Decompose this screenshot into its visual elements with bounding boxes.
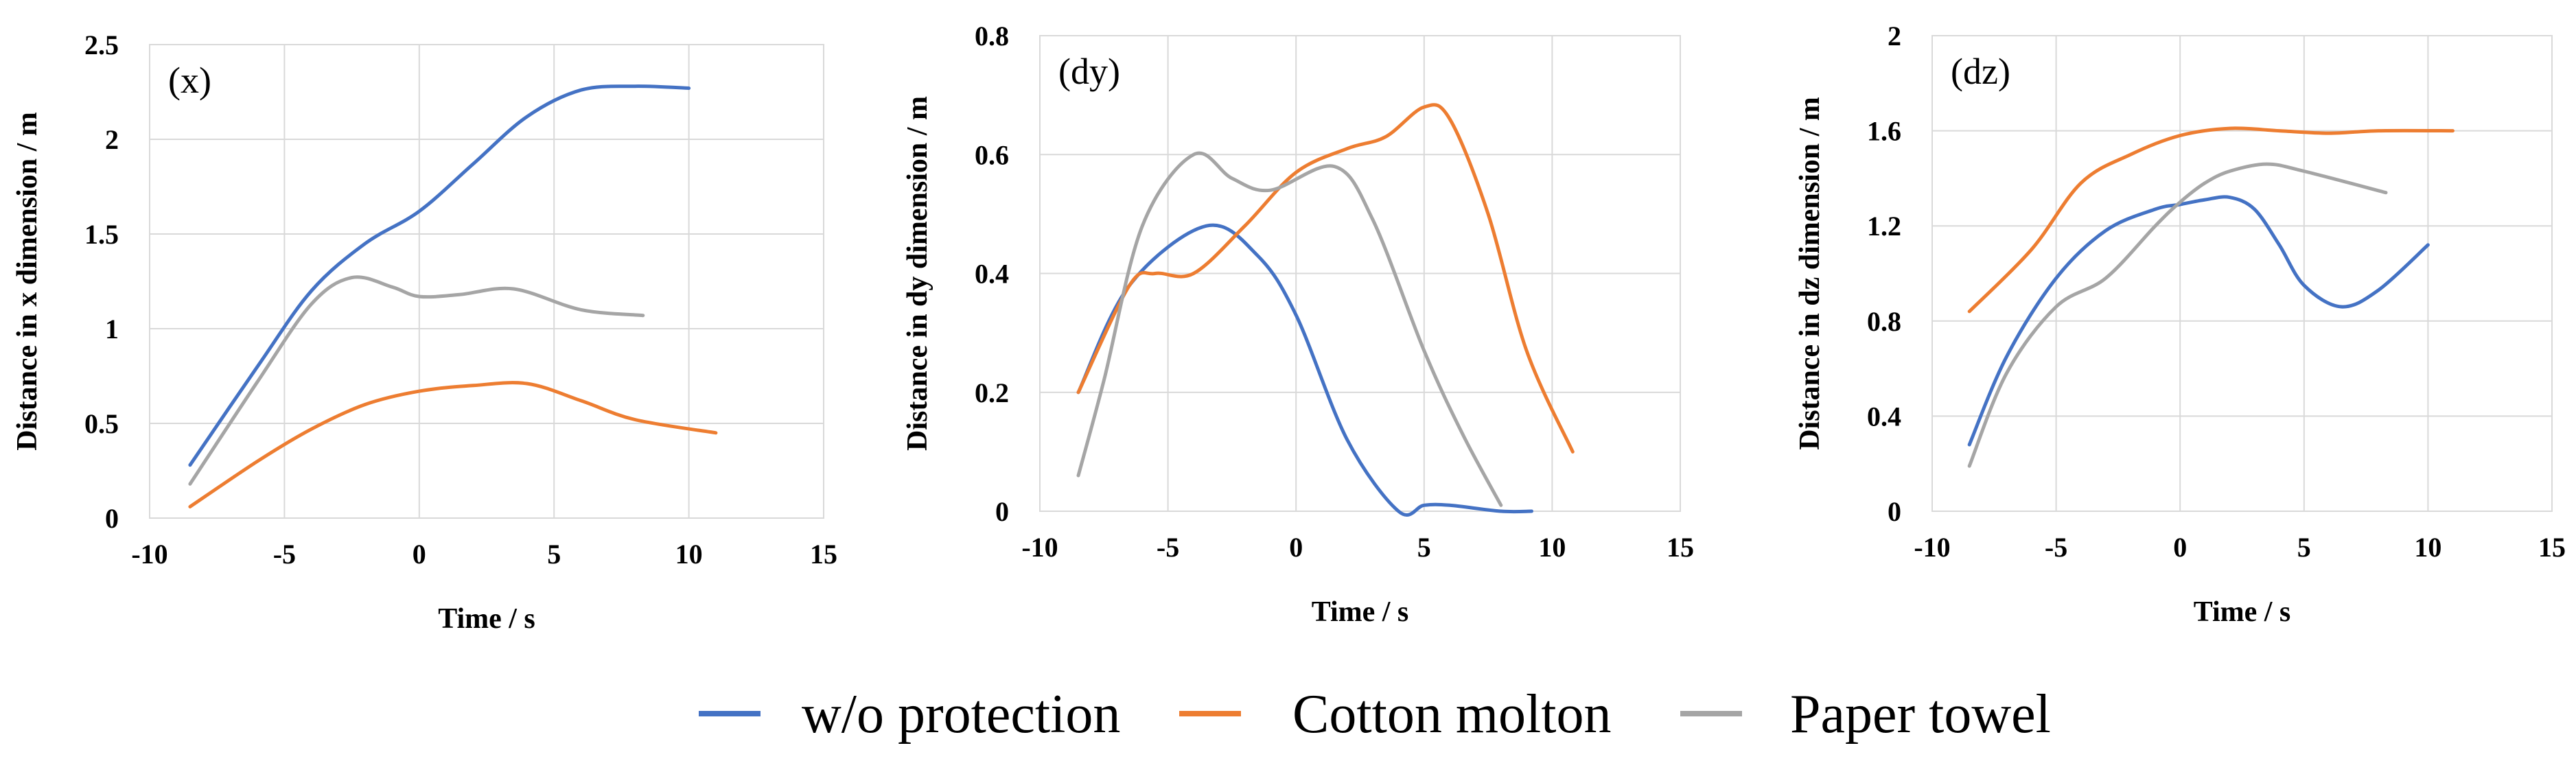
- series-line-cotton-molton: [1967, 126, 2455, 314]
- panel-label: (dy): [1058, 51, 1120, 92]
- y-tick-label: 0.4: [975, 259, 1009, 290]
- y-tick-label: 0: [995, 496, 1009, 527]
- y-tick-label: 1.2: [1867, 211, 1901, 242]
- series-line-w-o-protection: [1967, 195, 2430, 447]
- x-tick-label: -10: [131, 539, 167, 570]
- y-tick-labels: 0 0.5 1 1.5 2 2.5: [84, 30, 119, 534]
- y-tick-label: 0.5: [84, 408, 119, 439]
- y-tick-label: 0: [105, 503, 119, 534]
- x-tick-label: -10: [1021, 532, 1058, 563]
- x-tick-label: 10: [675, 539, 703, 570]
- plot-frame: [149, 44, 824, 519]
- x-tick-labels: -10 -5 0 5 10 15: [1914, 532, 2566, 563]
- y-tick-label: 2.5: [84, 30, 119, 60]
- plot-frame: [1039, 35, 1681, 512]
- y-axis-label: Distance in dy dimension / m: [902, 96, 933, 451]
- y-tick-label: 1.6: [1867, 116, 1901, 147]
- series-group: [188, 84, 718, 508]
- panel-dy: -10 -5 0 5 10 15 00.20.40.60.8 (dy) Time / s …: [902, 21, 1694, 628]
- panel-x: -10 -5 0 5 10 15 0 0.5 1 1.5 2 2.5 (x) Time / s Di…: [12, 30, 837, 635]
- gridlines: [1039, 35, 1681, 512]
- y-tick-label: 1.5: [84, 219, 119, 250]
- y-tick-labels: 0 0.4 0.8 1.2 1.6 2: [1867, 21, 1901, 527]
- series-line-cotton-molton: [188, 381, 718, 508]
- panel-label: (x): [168, 60, 211, 101]
- series-line-paper-towel: [1076, 151, 1503, 507]
- series-group: [1967, 126, 2455, 468]
- x-tick-label: -5: [2045, 532, 2067, 563]
- legend-item-paper-towel: Paper towel: [1680, 684, 2051, 745]
- y-tick-label: 0.8: [1867, 306, 1901, 337]
- x-tick-label: 15: [1667, 532, 1694, 563]
- legend-label-w-o-protection: w/o protection: [802, 684, 1120, 745]
- x-tick-label: 5: [547, 539, 561, 570]
- y-tick-label: 0: [1888, 496, 1901, 527]
- x-tick-label: 5: [1417, 532, 1431, 563]
- series-group: [1076, 103, 1575, 517]
- series-line-paper-towel: [188, 275, 645, 486]
- x-tick-label: -5: [273, 539, 296, 570]
- panel-label: (dz): [1951, 51, 2010, 92]
- legend-item-cotton-molton: Cotton molton: [1179, 684, 1612, 745]
- y-tick-label: 2: [1888, 21, 1901, 51]
- plot-frame: [1931, 35, 2553, 512]
- legend-item-w-o-protection: w/o protection: [699, 684, 1120, 745]
- legend: w/o protection Cotton molton Paper towel: [699, 684, 2051, 745]
- x-tick-label: 15: [2538, 532, 2566, 563]
- y-tick-label: 0.6: [975, 139, 1009, 170]
- y-axis-label: Distance in dz dimension / m: [1794, 97, 1826, 450]
- series-line-w-o-protection: [1076, 223, 1533, 517]
- y-tick-label: 0.2: [975, 377, 1009, 408]
- panel-dz: -10 -5 0 5 10 15 0 0.4 0.8 1.2 1.6 2 (dz) Time / s…: [1794, 21, 2566, 628]
- x-axis-label: Time / s: [2194, 596, 2291, 628]
- series-line-paper-towel: [1967, 162, 2388, 468]
- gridlines: [1931, 35, 2553, 512]
- y-tick-labels: 0 0.2 0.4 0.6 0.8: [975, 21, 1009, 527]
- x-tick-label: 10: [2414, 532, 2441, 563]
- series-line-cotton-molton: [1076, 103, 1575, 454]
- x-axis-label: Time / s: [1312, 596, 1409, 628]
- legend-label-cotton-molton: Cotton molton: [1292, 684, 1612, 745]
- x-tick-label: -5: [1157, 532, 1179, 563]
- y-tick-label: 0.8: [975, 21, 1009, 51]
- x-tick-label: -10: [1914, 532, 1950, 563]
- x-tick-label: 0: [413, 539, 426, 570]
- x-tick-label: 0: [1289, 532, 1303, 563]
- y-tick-label: 0.4: [1867, 401, 1901, 432]
- x-tick-label: 10: [1538, 532, 1566, 563]
- x-tick-label: 0: [2173, 532, 2187, 563]
- x-tick-label: 15: [810, 539, 837, 570]
- gridlines: [149, 44, 824, 519]
- y-tick-label: 1: [105, 314, 119, 344]
- x-tick-labels: -10 -5 0 5 10 15: [1021, 532, 1694, 563]
- series-line-w-o-protection: [188, 84, 691, 467]
- y-tick-label: 2: [105, 124, 119, 155]
- legend-label-paper-towel: Paper towel: [1790, 684, 2051, 745]
- x-tick-label: 5: [2297, 532, 2311, 563]
- x-axis-label: Time / s: [438, 603, 535, 635]
- y-axis-label: Distance in x dimension / m: [12, 112, 43, 451]
- x-tick-labels: -10 -5 0 5 10 15: [131, 539, 837, 570]
